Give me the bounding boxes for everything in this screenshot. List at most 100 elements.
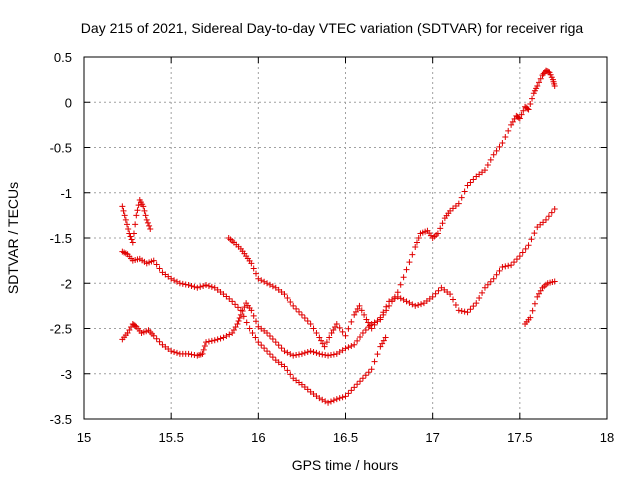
data-point (135, 202, 142, 209)
data-point (406, 259, 413, 266)
data-point (146, 222, 153, 229)
data-point (536, 79, 543, 86)
data-point (284, 349, 291, 356)
data-point (354, 305, 361, 312)
data-point (531, 230, 538, 237)
series-track-e (522, 278, 558, 327)
data-point (515, 114, 522, 121)
data-point (327, 352, 334, 359)
data-point (230, 327, 237, 334)
data-point (235, 317, 242, 324)
data-point (322, 398, 329, 405)
data-point (356, 302, 363, 309)
data-point (470, 176, 477, 183)
data-point (339, 394, 346, 401)
data-point (185, 282, 192, 289)
data-point (461, 308, 468, 315)
data-point (120, 207, 127, 214)
data-point (281, 291, 288, 298)
data-point (141, 207, 148, 214)
data-point (394, 293, 401, 300)
data-point (150, 257, 157, 264)
data-point (208, 283, 215, 290)
data-point (502, 133, 509, 140)
data-point (171, 277, 178, 284)
data-point (415, 235, 422, 241)
data-point (388, 296, 395, 303)
data-point (413, 239, 420, 246)
data-point (368, 325, 375, 332)
y-tick-label: 0.5 (54, 50, 72, 65)
data-point (132, 322, 139, 329)
data-point (371, 321, 378, 328)
data-point (119, 203, 126, 210)
data-point (429, 293, 436, 300)
data-point (330, 351, 337, 358)
data-point (255, 275, 262, 282)
data-point (278, 345, 285, 352)
data-point (362, 327, 369, 334)
data-point (336, 324, 343, 331)
data-point (128, 236, 135, 243)
data-point (342, 345, 349, 352)
data-point (362, 372, 369, 379)
series-track-c (119, 67, 558, 359)
data-point (383, 303, 390, 310)
y-tick-label: -0.5 (50, 141, 72, 156)
data-point (409, 251, 416, 258)
data-point (319, 396, 326, 403)
data-point (534, 293, 541, 300)
y-tick-label: 0 (65, 95, 72, 110)
data-point (527, 101, 534, 108)
x-tick-label: 16 (251, 430, 265, 445)
data-point (140, 203, 147, 210)
data-point (147, 225, 154, 232)
data-point (156, 265, 163, 272)
data-point (239, 308, 246, 315)
data-point (529, 95, 536, 102)
data-point (121, 212, 128, 219)
data-point (179, 280, 186, 287)
data-point (545, 68, 552, 75)
data-point (142, 212, 149, 219)
data-point (203, 339, 210, 346)
data-point (220, 334, 227, 341)
data-point (332, 323, 339, 330)
x-tick-label: 17 (425, 430, 439, 445)
data-point (403, 266, 410, 273)
data-point (490, 151, 497, 158)
data-point (516, 253, 523, 260)
data-point (377, 314, 384, 321)
data-point (214, 336, 221, 343)
data-point (545, 213, 552, 220)
data-point (223, 333, 230, 340)
data-point (229, 330, 236, 337)
data-point (269, 283, 276, 290)
data-point (266, 351, 273, 358)
data-point (326, 334, 333, 341)
data-point (377, 343, 384, 350)
data-point (290, 302, 297, 309)
data-point (185, 350, 192, 357)
data-point (319, 340, 326, 347)
data-point (264, 330, 271, 337)
data-point (400, 274, 407, 281)
data-point (236, 314, 243, 321)
data-point (493, 147, 500, 154)
data-point (359, 375, 366, 382)
data-point (499, 139, 506, 146)
data-point (450, 296, 457, 303)
data-point (519, 249, 526, 256)
data-point (518, 111, 525, 118)
data-point (524, 105, 531, 112)
data-point (487, 156, 494, 163)
data-point (509, 118, 516, 125)
data-point (122, 216, 129, 223)
data-point (182, 281, 189, 288)
data-point (253, 318, 260, 325)
data-point (275, 342, 282, 349)
data-point (255, 339, 262, 346)
series-track-b (119, 196, 154, 246)
data-point (496, 143, 503, 150)
